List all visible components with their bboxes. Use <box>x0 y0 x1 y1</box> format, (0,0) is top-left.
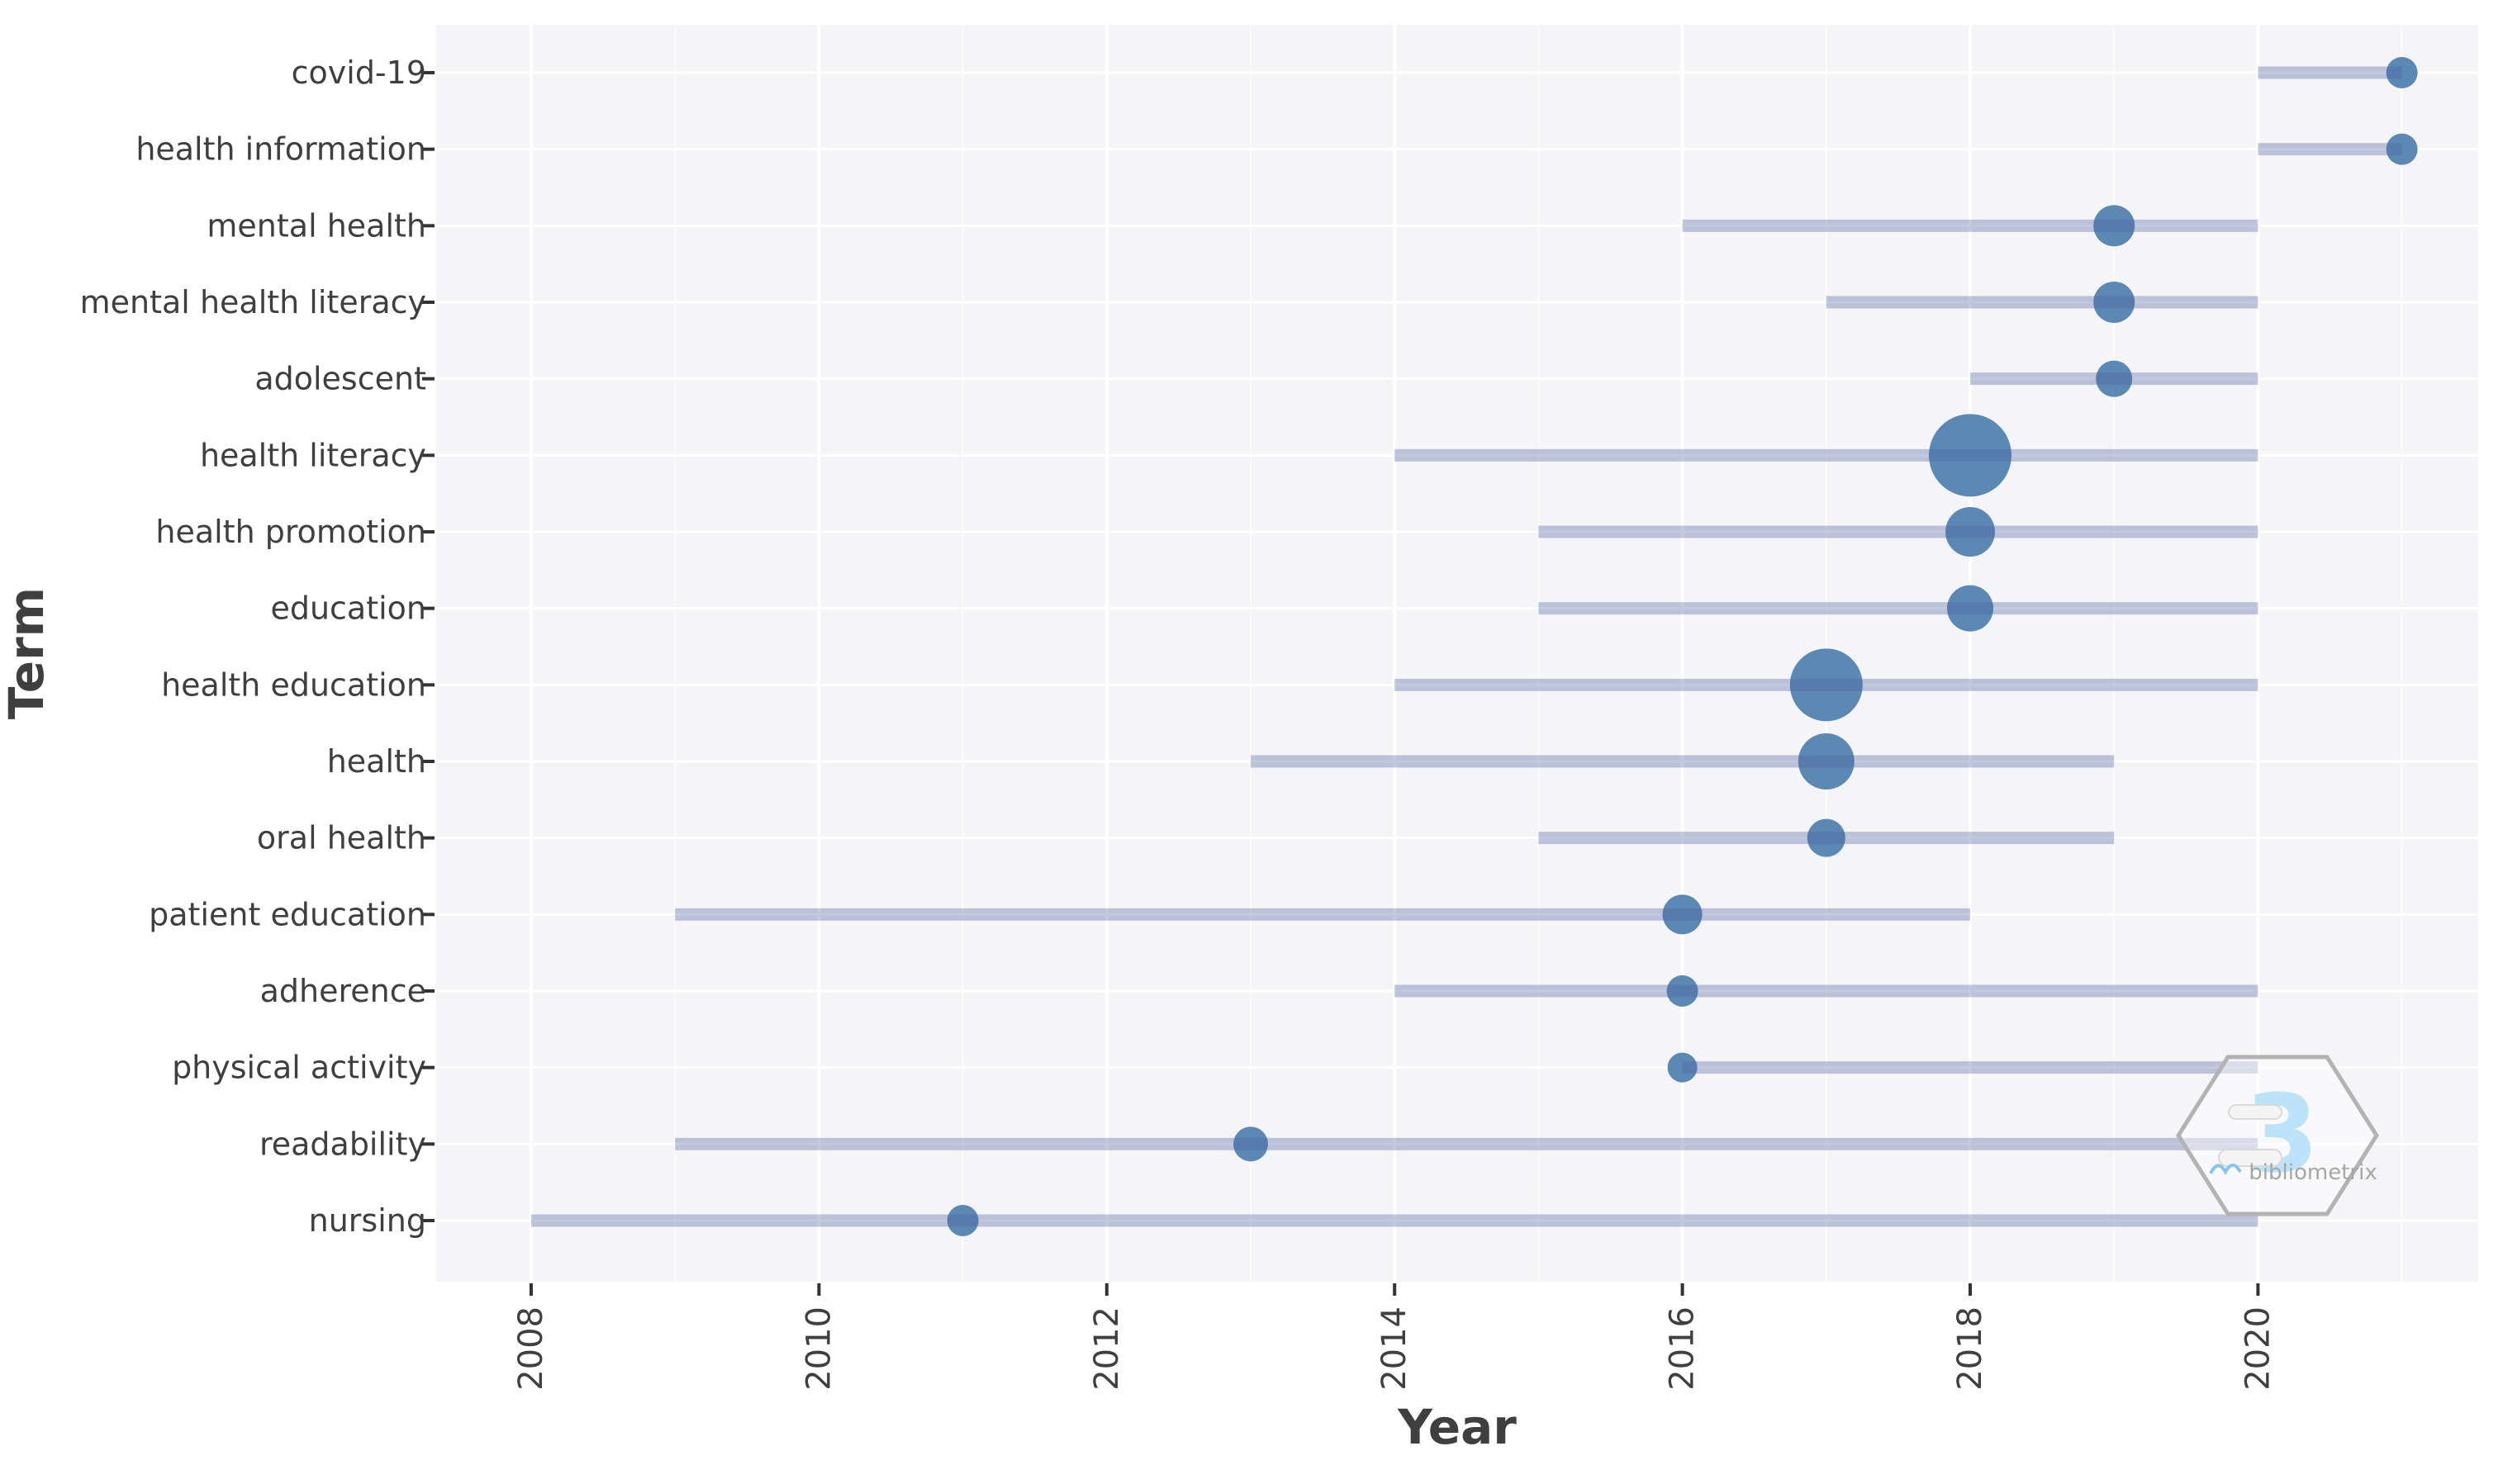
term-bubble <box>2093 282 2135 323</box>
term-range-lines <box>531 66 2402 1227</box>
logo-bar-top <box>2228 1104 2282 1120</box>
y-axis-label: readability <box>259 1126 426 1162</box>
term-bubble <box>1233 1126 1268 1162</box>
logo-bar-bottom <box>2218 1149 2282 1167</box>
y-axis-label: nursing <box>309 1202 426 1239</box>
x-axis-label: 2018 <box>1951 1306 1989 1391</box>
term-bubble <box>1667 1052 1698 1083</box>
plot-panel <box>436 25 2478 1282</box>
y-axis-label: mental health <box>207 207 426 244</box>
term-bubble <box>1662 894 1703 935</box>
y-axis-label: adolescent <box>254 361 426 397</box>
term-bubble <box>1929 414 2011 497</box>
x-axis-label: 2014 <box>1375 1306 1413 1391</box>
y-axis-label: oral health <box>257 820 426 856</box>
x-axis-label: 2020 <box>2239 1306 2277 1391</box>
y-axis-label: health information <box>135 131 426 168</box>
y-axis-labels: covid-19 health information mental health m… <box>80 55 426 1239</box>
term-bubbles <box>947 57 2418 1236</box>
term-bubble <box>2386 133 2418 165</box>
y-axis-label: education <box>270 590 426 627</box>
y-axis-title: Term <box>0 587 55 719</box>
term-bubble <box>1789 648 1863 722</box>
y-axis-label: health <box>327 743 426 780</box>
x-axis-label: 2008 <box>512 1306 550 1391</box>
x-axis-label: 2010 <box>800 1306 838 1391</box>
y-axis-label: health literacy <box>200 437 426 473</box>
term-bubble <box>2096 360 2133 397</box>
term-bubble <box>1666 975 1698 1007</box>
term-bubble <box>1798 733 1855 789</box>
brand-text: bibliometrix <box>2249 1160 2377 1185</box>
y-axis-label: adherence <box>260 973 426 1009</box>
term-bubble <box>1947 585 1993 632</box>
y-axis-label: mental health literacy <box>80 284 426 320</box>
y-axis-label: health education <box>161 666 426 703</box>
y-axis-label: covid-19 <box>292 55 426 91</box>
hexagon-logo-outline <box>2176 1055 2379 1216</box>
x-axis-label: 2012 <box>1088 1306 1126 1391</box>
term-bubble <box>947 1205 979 1236</box>
x-axis-title: Year <box>1397 1399 1517 1455</box>
y-axis-label: physical activity <box>172 1050 426 1086</box>
y-axis-label: patient education <box>149 896 426 932</box>
x-axis-label: 2016 <box>1664 1306 1702 1391</box>
term-bubble <box>2093 205 2135 247</box>
term-bubble <box>2386 57 2418 88</box>
y-axis-label: health promotion <box>155 514 426 550</box>
x-axis-labels: 2008 2010 2012 2014 2016 2018 2020 <box>512 1306 2277 1391</box>
logo-3-glyph: 3 <box>2244 1071 2319 1197</box>
term-bubble <box>1807 818 1845 857</box>
logo-squiggle-icon <box>2209 1164 2242 1176</box>
axis-ticks <box>422 71 2260 1296</box>
term-bubble <box>1945 507 1995 557</box>
